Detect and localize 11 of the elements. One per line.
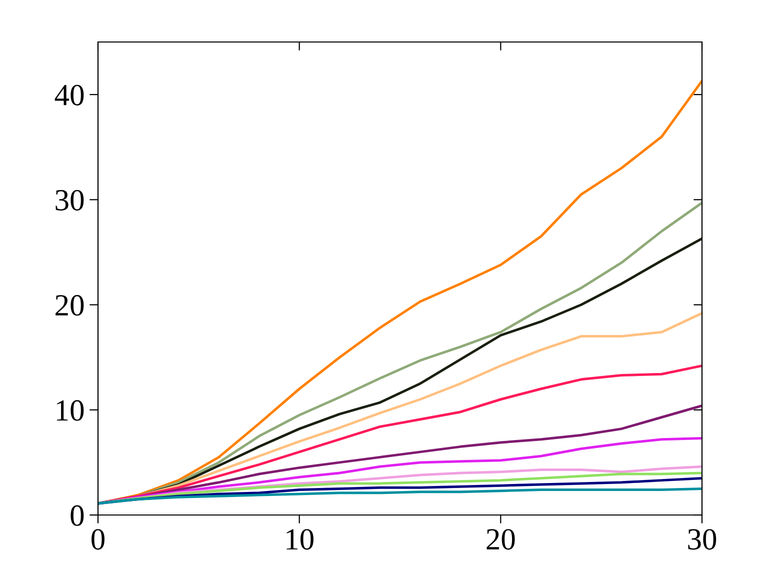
y-tick-label: 10 bbox=[56, 400, 84, 421]
x-tick-label: 30 bbox=[688, 529, 716, 550]
y-tick-label: 0 bbox=[70, 505, 84, 526]
line-series bbox=[98, 487, 702, 505]
y-tick-label: 20 bbox=[56, 295, 84, 316]
x-tick-label: 20 bbox=[486, 529, 515, 550]
x-tick-label: 10 bbox=[286, 529, 314, 550]
y-tick-label: 30 bbox=[56, 190, 84, 211]
y-tick-label: 40 bbox=[54, 84, 84, 106]
line-series bbox=[98, 80, 702, 505]
x-tick-label: 0 bbox=[92, 529, 104, 550]
